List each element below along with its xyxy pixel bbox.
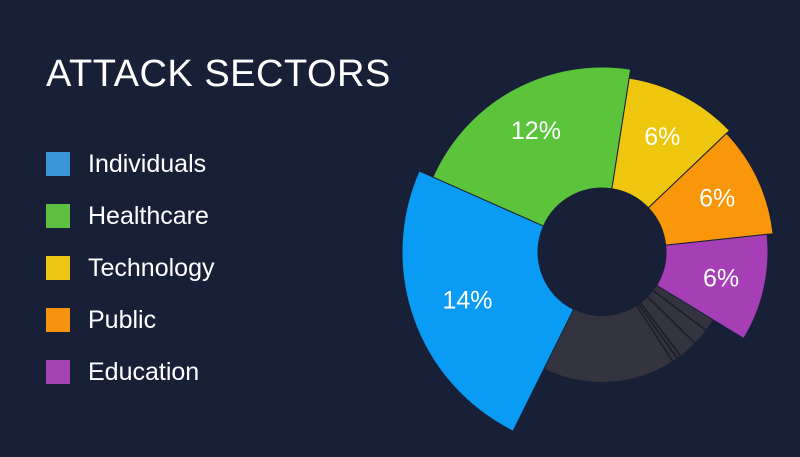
legend-item-healthcare: Healthcare [46,190,214,242]
slice-education [655,233,769,340]
slice-label-education: 6% [703,265,739,293]
slice-label-technology: 6% [644,123,680,151]
slice-other-separator [638,303,678,359]
slice-label-healthcare: 12% [511,117,561,145]
legend-label-technology: Technology [88,254,215,282]
legend-label-public: Public [88,306,157,334]
legend-swatch-individuals [46,152,70,176]
slice-public [647,132,774,246]
slice-other-separator [652,289,707,331]
legend-label-education: Education [88,358,200,386]
slice-other-separator [647,296,696,344]
donut-hole [538,188,666,316]
legend-label-healthcare: Healthcare [88,202,209,230]
slice-label-public: 6% [699,185,735,213]
chart-title: ATTACK SECTORS [46,53,391,95]
legend-item-public: Public [46,294,214,346]
legend-item-education: Education [46,346,214,398]
legend-item-individuals: Individuals [46,138,214,190]
legend-swatch-healthcare [46,204,70,228]
slice-label-individuals: 14% [442,287,492,315]
legend-swatch-technology [46,256,70,280]
legend-item-technology: Technology [46,242,214,294]
slice-other-separator [636,305,674,362]
legend-label-individuals: Individuals [88,150,207,178]
slice-other-separator [640,302,682,357]
legend-swatch-education [46,360,70,384]
legend: Individuals Healthcare Technology Public… [46,138,214,398]
legend-swatch-public [46,308,70,332]
